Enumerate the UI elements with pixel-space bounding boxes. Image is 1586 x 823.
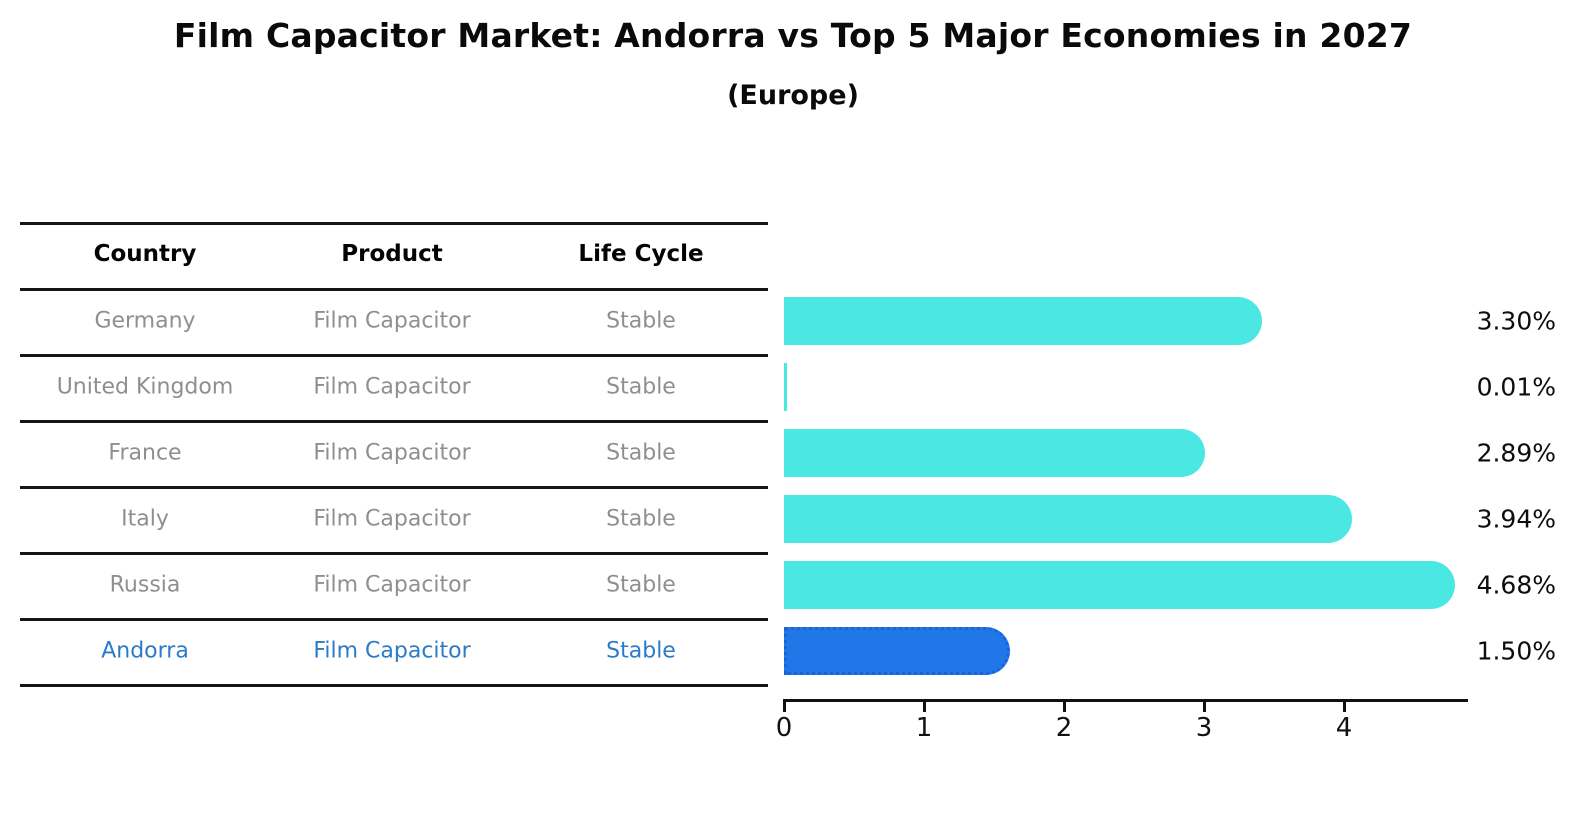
bar-russia	[784, 561, 1456, 609]
table-rule	[20, 354, 768, 357]
table-rule	[20, 618, 768, 621]
chart-title: Film Capacitor Market: Andorra vs Top 5 …	[173, 16, 1413, 55]
cell-product: Film Capacitor	[313, 440, 471, 466]
table-rule	[20, 684, 768, 687]
cell-country: United Kingdom	[56, 374, 234, 400]
cell-product: Film Capacitor	[313, 308, 471, 334]
cell-product: Film Capacitor	[313, 374, 471, 400]
x-tick-mark	[1203, 702, 1206, 712]
cell-country: France	[108, 440, 182, 466]
bar-france	[784, 429, 1205, 477]
value-label: 3.94%	[1476, 504, 1556, 534]
cell-life-cycle: Stable	[606, 374, 676, 400]
x-tick-mark	[1063, 702, 1066, 712]
value-label: 1.50%	[1476, 636, 1556, 666]
bar-italy	[784, 495, 1352, 543]
bar-united-kingdom	[784, 363, 787, 411]
x-tick-label: 0	[775, 713, 793, 743]
value-label: 3.30%	[1476, 306, 1556, 336]
cell-life-cycle: Stable	[606, 506, 676, 532]
x-tick-mark	[783, 702, 786, 712]
cell-country: Germany	[94, 308, 196, 334]
table-rule	[20, 222, 768, 225]
table-header-country: Country	[93, 241, 197, 267]
x-axis-line	[783, 699, 1468, 702]
cell-country: Russia	[109, 572, 181, 598]
value-label: 4.68%	[1476, 570, 1556, 600]
cell-country: Andorra	[101, 638, 189, 664]
value-label: 0.01%	[1476, 372, 1556, 402]
x-tick-label: 3	[1195, 713, 1213, 743]
cell-product: Film Capacitor	[313, 572, 471, 598]
table-rule	[20, 288, 768, 291]
chart-subtitle: (Europe)	[727, 80, 859, 111]
cell-life-cycle: Stable	[606, 572, 676, 598]
cell-life-cycle: Stable	[606, 440, 676, 466]
table-header-life-cycle: Life Cycle	[578, 241, 704, 267]
cell-country: Italy	[121, 506, 169, 532]
table-rule	[20, 420, 768, 423]
x-tick-label: 4	[1335, 713, 1353, 743]
x-tick-mark	[1343, 702, 1346, 712]
value-label: 2.89%	[1476, 438, 1556, 468]
cell-product: Film Capacitor	[313, 506, 471, 532]
cell-product: Film Capacitor	[313, 638, 471, 664]
bar-andorra	[784, 627, 1010, 675]
bar-germany	[784, 297, 1262, 345]
x-tick-mark	[923, 702, 926, 712]
x-tick-label: 1	[915, 713, 933, 743]
x-tick-label: 2	[1055, 713, 1073, 743]
cell-life-cycle: Stable	[606, 308, 676, 334]
cell-life-cycle: Stable	[606, 638, 676, 664]
table-header-product: Product	[341, 241, 443, 267]
table-rule	[20, 486, 768, 489]
table-rule	[20, 552, 768, 555]
